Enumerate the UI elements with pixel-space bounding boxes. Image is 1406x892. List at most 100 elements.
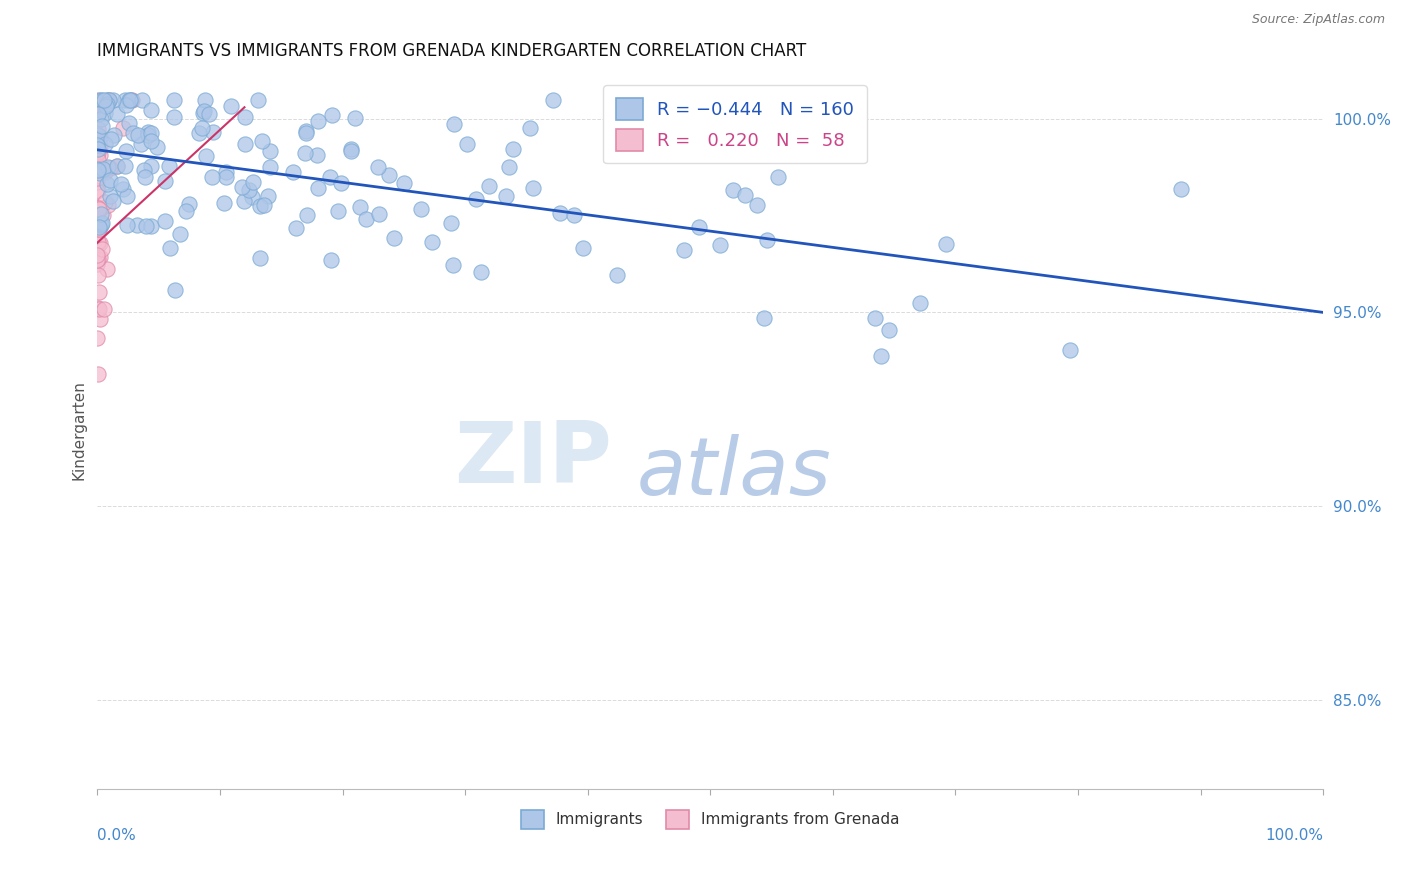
Point — [908, 296, 931, 310]
Point — [96, 93, 118, 107]
Point — [86, 158, 108, 172]
Point — [93, 93, 115, 107]
Point — [105, 159, 128, 173]
Point — [86, 235, 108, 249]
Point — [89, 217, 111, 231]
Point — [394, 176, 416, 190]
Point — [745, 198, 768, 212]
Point — [93, 105, 115, 120]
Point — [86, 141, 108, 155]
Point — [253, 198, 276, 212]
Point — [246, 93, 269, 107]
Point — [86, 99, 108, 113]
Point — [86, 147, 108, 161]
Point — [89, 139, 111, 153]
Point — [294, 146, 316, 161]
Point — [734, 188, 756, 202]
Point — [89, 93, 111, 107]
Text: 0.0%: 0.0% — [97, 828, 136, 843]
Point — [201, 125, 224, 139]
Point — [118, 93, 141, 107]
Point — [519, 121, 541, 136]
Point — [98, 172, 121, 186]
Point — [522, 181, 544, 195]
Point — [141, 134, 163, 148]
Point — [249, 251, 271, 265]
Point — [91, 162, 114, 177]
Point — [495, 189, 517, 203]
Point — [87, 132, 110, 146]
Point — [193, 106, 215, 120]
Point — [97, 93, 120, 107]
Point — [111, 182, 134, 196]
Point — [89, 148, 111, 162]
Point — [326, 204, 349, 219]
Point — [233, 110, 256, 124]
Point — [86, 161, 108, 176]
Point — [86, 257, 108, 271]
Text: atlas: atlas — [637, 434, 831, 512]
Point — [86, 253, 108, 268]
Point — [127, 128, 149, 143]
Point — [93, 302, 115, 317]
Legend: Immigrants, Immigrants from Grenada: Immigrants, Immigrants from Grenada — [515, 804, 905, 835]
Point — [498, 160, 520, 174]
Point — [87, 219, 110, 234]
Point — [354, 211, 377, 226]
Point — [110, 177, 132, 191]
Point — [94, 136, 117, 151]
Point — [87, 217, 110, 231]
Point — [879, 323, 901, 337]
Point — [101, 194, 124, 209]
Point — [231, 180, 253, 194]
Point — [89, 236, 111, 251]
Point — [219, 99, 242, 113]
Point — [215, 169, 238, 184]
Point — [105, 107, 128, 121]
Point — [125, 218, 148, 232]
Point — [159, 241, 181, 255]
Point — [285, 221, 308, 235]
Point — [86, 145, 108, 159]
Point — [136, 125, 159, 139]
Point — [96, 261, 118, 276]
Point — [120, 93, 142, 107]
Point — [188, 127, 211, 141]
Point — [441, 258, 464, 272]
Point — [141, 159, 163, 173]
Point — [98, 161, 121, 175]
Point — [91, 208, 114, 222]
Point — [90, 112, 112, 126]
Point — [339, 144, 361, 158]
Point — [259, 144, 281, 158]
Point — [89, 129, 111, 144]
Point — [766, 169, 789, 184]
Point — [115, 218, 138, 232]
Point — [87, 201, 110, 215]
Point — [295, 127, 318, 141]
Point — [97, 93, 120, 107]
Y-axis label: Kindergarten: Kindergarten — [72, 381, 86, 481]
Point — [139, 103, 162, 117]
Point — [101, 94, 124, 108]
Point — [96, 177, 118, 191]
Point — [238, 183, 260, 197]
Point — [307, 114, 329, 128]
Point — [87, 203, 110, 218]
Point — [87, 142, 110, 156]
Point — [86, 248, 108, 262]
Point — [157, 159, 180, 173]
Point — [177, 197, 200, 211]
Point — [198, 107, 221, 121]
Point — [195, 149, 218, 163]
Point — [87, 268, 110, 282]
Point — [215, 165, 238, 179]
Point — [90, 207, 112, 221]
Point — [409, 202, 432, 217]
Point — [163, 93, 186, 107]
Point — [90, 216, 112, 230]
Point — [89, 202, 111, 217]
Point — [87, 219, 110, 234]
Point — [131, 93, 153, 107]
Point — [249, 199, 271, 213]
